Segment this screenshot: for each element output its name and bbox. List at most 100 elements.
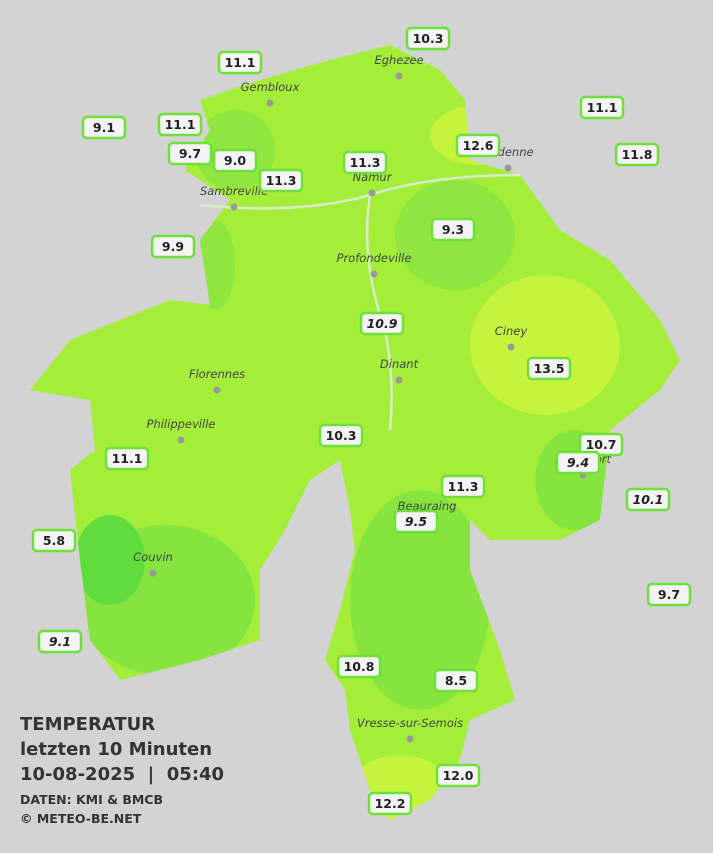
station-value: 5.8 [43, 533, 65, 548]
station-box [318, 423, 364, 448]
station-box [37, 629, 83, 654]
station-box [393, 509, 439, 534]
station: 13.5 [526, 356, 572, 381]
station-box [31, 528, 77, 553]
station-box [526, 356, 572, 381]
city-dot [177, 436, 185, 444]
city-dot [266, 99, 274, 107]
city-label: Gembloux [241, 80, 300, 94]
station-box [646, 582, 692, 607]
station: 10.3 [318, 423, 364, 448]
station: 10.9 [359, 311, 405, 336]
city-dot [230, 203, 238, 211]
station-value: 9.9 [162, 239, 184, 254]
city-label: Beauraing [398, 499, 457, 513]
station: 10.8 [336, 654, 382, 679]
station-value: 11.8 [622, 147, 653, 162]
legend-credit: © METEO-BE.NET [20, 811, 142, 826]
station-value: 9.1 [49, 634, 71, 649]
city-dot [370, 270, 378, 278]
station-box [579, 95, 625, 120]
station: 11.1 [157, 112, 203, 137]
city-dot [213, 386, 221, 394]
station: 9.1 [37, 629, 83, 654]
station: 9.0 [212, 148, 258, 173]
station-box [359, 311, 405, 336]
station-value: 8.5 [445, 673, 467, 688]
station-value: 9.7 [658, 587, 680, 602]
city-dot [504, 164, 512, 172]
station-value: 10.8 [344, 659, 375, 674]
city-label: Ciney [495, 324, 528, 338]
city-label: Couvin [133, 550, 173, 564]
station-box [433, 668, 479, 693]
station: 5.8 [31, 528, 77, 553]
station: 11.8 [614, 142, 660, 167]
station-value: 12.6 [463, 138, 494, 153]
station-value: 10.3 [326, 428, 357, 443]
station-box [150, 234, 196, 259]
station-box [614, 142, 660, 167]
station: 12.6 [455, 133, 501, 158]
station: 11.3 [440, 474, 486, 499]
city-dot [507, 343, 515, 351]
station-box [367, 791, 413, 816]
station-box [258, 168, 304, 193]
station: 8.5 [433, 668, 479, 693]
station: 9.5 [393, 509, 439, 534]
station-box [440, 474, 486, 499]
legend-source: DATEN: KMI & BMCB [20, 792, 163, 807]
station: 12.0 [435, 763, 481, 788]
station-box [104, 446, 150, 471]
station-box [625, 487, 671, 512]
station-box [217, 50, 263, 75]
station-box [435, 763, 481, 788]
city-label: Philippeville [147, 417, 216, 431]
station-box [336, 654, 382, 679]
city-label: Florennes [189, 367, 245, 381]
station: 11.3 [258, 168, 304, 193]
station-value: 11.1 [587, 100, 618, 115]
station-value: 9.7 [179, 146, 201, 161]
station-value: 10.9 [367, 316, 398, 331]
station: 10.1 [625, 487, 671, 512]
station: 11.1 [104, 446, 150, 471]
station: 9.1 [81, 115, 127, 140]
station-value: 9.4 [567, 455, 589, 470]
station-value: 13.5 [534, 361, 565, 376]
station-value: 9.1 [93, 120, 115, 135]
station: 10.3 [405, 26, 451, 51]
city-label: Sambreville [200, 184, 268, 198]
station: 11.1 [217, 50, 263, 75]
city-dot [395, 376, 403, 384]
station-value: 12.2 [375, 796, 406, 811]
station: 9.4 [555, 450, 601, 475]
city-dot [368, 189, 376, 197]
station-value: 9.3 [442, 222, 464, 237]
station-box [455, 133, 501, 158]
station-box [212, 148, 258, 173]
station: 11.3 [342, 150, 388, 175]
station-value: 10.1 [633, 492, 664, 507]
station: 9.9 [150, 234, 196, 259]
station-value: 11.3 [266, 173, 297, 188]
station-value: 11.3 [350, 155, 381, 170]
city-dot [149, 569, 157, 577]
station-box [430, 217, 476, 242]
station-value: 9.0 [224, 153, 246, 168]
station-value: 11.3 [448, 479, 479, 494]
station: 10.7 [578, 432, 624, 457]
city-label: Vresse-sur-Semois [357, 716, 463, 730]
station-value: 10.3 [413, 31, 444, 46]
city-label: Dinant [380, 357, 419, 371]
station-box [555, 450, 601, 475]
station: 9.7 [167, 141, 213, 166]
station-box [167, 141, 213, 166]
station: 11.1 [579, 95, 625, 120]
legend: TEMPERATUR letzten 10 Minuten 10-08-2025… [20, 714, 224, 826]
station-value: 11.1 [225, 55, 256, 70]
station-box [157, 112, 203, 137]
legend-subtitle: letzten 10 Minuten [20, 739, 212, 760]
station-value: 11.1 [112, 451, 143, 466]
